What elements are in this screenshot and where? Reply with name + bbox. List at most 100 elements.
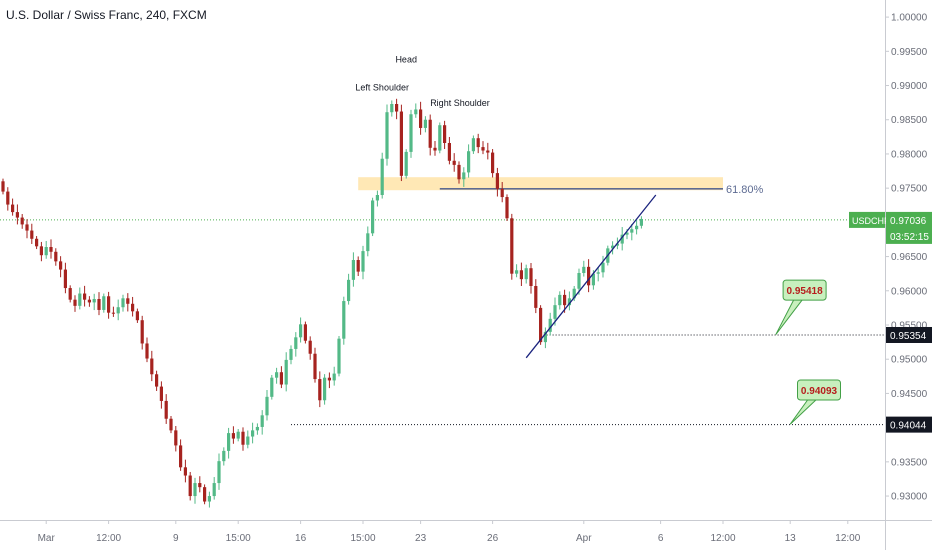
- candle-body: [126, 298, 130, 304]
- time-tick-label: 23: [415, 533, 427, 544]
- candle-body: [303, 324, 307, 341]
- candle-body: [395, 104, 399, 112]
- candle-down: [476, 133, 480, 154]
- candle-down: [30, 223, 34, 244]
- candle-down: [1, 178, 5, 195]
- candle-down: [97, 292, 101, 316]
- candle-body: [212, 483, 216, 497]
- candle-up: [390, 100, 394, 117]
- candle-body: [217, 461, 221, 484]
- candle-body: [116, 307, 120, 314]
- candle-body: [337, 338, 341, 374]
- candle-body: [471, 138, 475, 152]
- candle-body: [193, 483, 197, 497]
- time-tick-label: 12:00: [710, 533, 735, 544]
- candle-body: [174, 430, 178, 446]
- candle-up: [371, 197, 375, 237]
- candle-body: [20, 217, 24, 225]
- candle-body: [601, 262, 605, 273]
- resistance-zone: [358, 177, 723, 191]
- candle-body: [543, 331, 547, 343]
- candle-body: [87, 299, 91, 303]
- candle-up: [567, 291, 571, 311]
- time-tick-label: 26: [487, 533, 499, 544]
- candle-down: [6, 187, 10, 211]
- candle-body: [313, 353, 317, 380]
- candle-body: [135, 311, 139, 321]
- candle-down: [457, 161, 461, 184]
- candle-body: [102, 296, 106, 310]
- candle-down: [510, 213, 514, 280]
- candle-body: [63, 269, 67, 289]
- target-callout-label: 0.95418: [787, 286, 824, 297]
- target-callout-pointer: [789, 397, 820, 425]
- candle-up: [423, 116, 427, 133]
- candle-body: [140, 320, 144, 344]
- candle-down: [174, 425, 178, 452]
- candle-down: [419, 101, 423, 135]
- candle-body: [524, 268, 528, 280]
- candle-down: [433, 140, 437, 156]
- candle-down: [539, 305, 543, 345]
- candle-body: [630, 229, 634, 233]
- candle-body: [107, 296, 111, 313]
- candle-body: [380, 158, 384, 195]
- candle-body: [591, 273, 595, 286]
- candle-body: [510, 218, 514, 274]
- candle-body: [548, 318, 552, 332]
- candle-body: [452, 160, 456, 165]
- candle-body: [270, 377, 274, 397]
- candle-down: [145, 337, 149, 363]
- candle-up: [596, 267, 600, 282]
- candle-up: [635, 218, 639, 235]
- candle-body: [620, 234, 624, 244]
- candle-body: [515, 270, 519, 274]
- candle-down: [126, 293, 130, 312]
- candle-down: [534, 279, 538, 314]
- candle-down: [111, 306, 115, 317]
- price-tick-label: 0.93500: [891, 457, 928, 468]
- candle-body: [491, 152, 495, 174]
- candle-body: [83, 293, 87, 300]
- candle-body: [486, 150, 490, 153]
- candle-up: [409, 109, 413, 158]
- level-price-tag: [886, 416, 932, 433]
- candle-body: [308, 340, 312, 354]
- candle-body: [572, 288, 576, 299]
- candle-body: [318, 379, 322, 401]
- candle-down: [83, 285, 87, 307]
- candle-down: [428, 114, 432, 156]
- candle-up: [236, 429, 240, 442]
- candle-down: [20, 214, 24, 229]
- price-tick-label: 0.93000: [891, 492, 928, 503]
- candle-down: [87, 296, 91, 307]
- candle-down: [54, 248, 58, 266]
- candle-body: [399, 111, 403, 176]
- candle-up: [121, 294, 125, 312]
- candle-down: [481, 141, 485, 155]
- candle-up: [116, 299, 120, 321]
- candle-body: [222, 450, 226, 462]
- candle-up: [102, 293, 106, 313]
- target-callout-label: 0.94093: [801, 386, 838, 397]
- candle-down: [447, 136, 451, 165]
- candle-body: [231, 433, 235, 439]
- candle-down: [11, 198, 15, 216]
- candle-up: [212, 477, 216, 500]
- candle-up: [601, 255, 605, 278]
- candle-body: [73, 299, 77, 306]
- candle-body: [351, 260, 355, 280]
- candle-up: [275, 367, 279, 384]
- time-tick-label: 12:00: [96, 533, 121, 544]
- candle-down: [73, 295, 77, 312]
- candle-up: [438, 122, 442, 154]
- candle-body: [183, 467, 187, 476]
- candle-down: [443, 120, 447, 150]
- countdown-value: 03:52:15: [890, 232, 929, 243]
- candle-body: [390, 104, 394, 113]
- candle-body: [539, 307, 543, 343]
- candle-body: [433, 147, 437, 151]
- candle-body: [462, 172, 466, 180]
